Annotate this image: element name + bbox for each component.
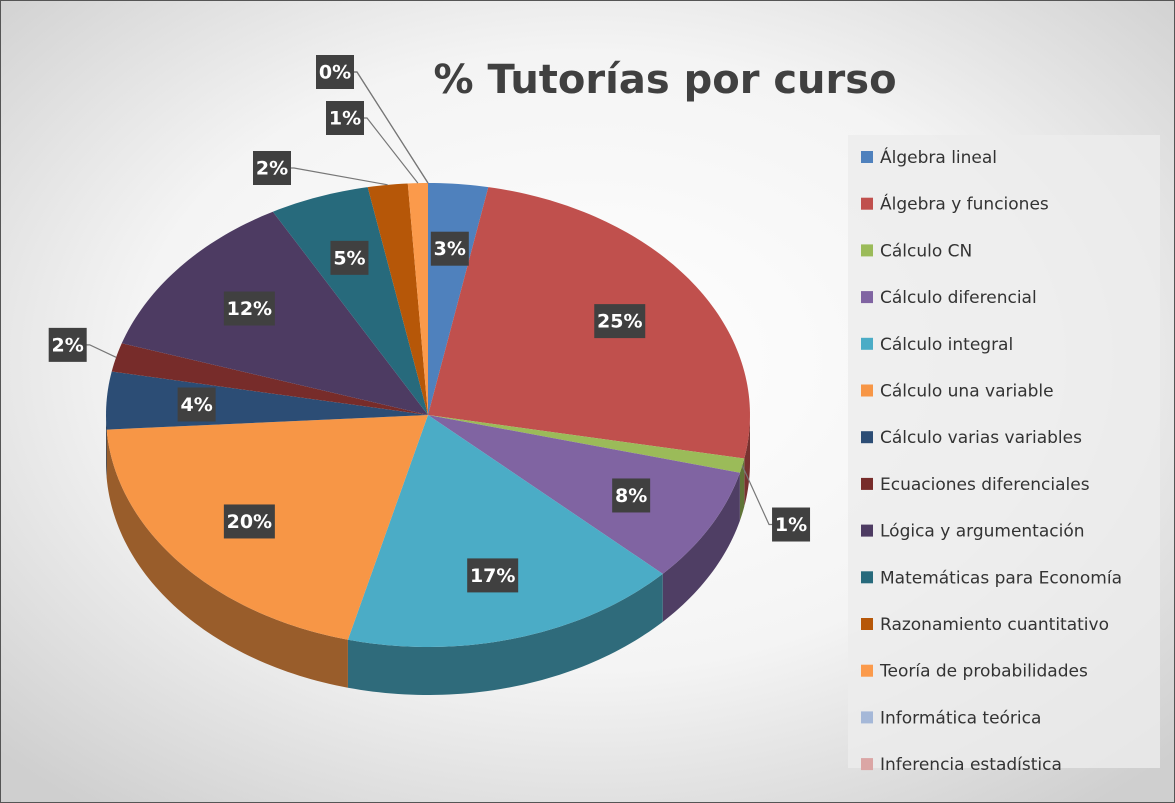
chart-title: % Tutorías por curso [433, 57, 896, 103]
slice-top [272, 187, 428, 415]
data-label: 17% [470, 565, 515, 587]
legend-label: Lógica y argumentación [880, 522, 1085, 542]
slice-top [347, 415, 663, 647]
slice-top [407, 183, 428, 415]
slice-side [744, 415, 750, 507]
data-label-box [253, 151, 291, 185]
legend-label: Informática teórica [880, 708, 1041, 728]
legend-label: Teoría de probabilidades [879, 662, 1088, 682]
slice-top [428, 415, 740, 574]
slice-top [367, 183, 428, 415]
legend-swatch [861, 524, 873, 537]
slice-side [106, 429, 348, 688]
legend-label: Cálculo una variable [880, 382, 1054, 402]
slice-top [428, 415, 745, 473]
data-label: 2% [256, 158, 288, 180]
legend-swatch [861, 664, 873, 677]
legend-swatch [861, 244, 873, 257]
legend-swatch [861, 571, 873, 584]
data-label-box [612, 478, 651, 513]
data-label: 8% [615, 485, 647, 507]
slice [428, 187, 750, 507]
slice [272, 187, 428, 415]
data-label-box [430, 231, 469, 266]
legend-swatch [861, 291, 873, 304]
legend-swatch [861, 431, 873, 444]
data-label: 1% [775, 514, 807, 536]
legend-label: Cálculo integral [880, 335, 1013, 355]
data-label-box [326, 101, 364, 135]
data-label: 4% [180, 394, 212, 416]
slice-top [428, 187, 750, 459]
slice [407, 183, 428, 415]
data-label-box [223, 291, 275, 326]
legend-label: Razonamiento cuantitativo [880, 615, 1109, 635]
data-label-box [594, 304, 646, 339]
slice-top [121, 211, 429, 415]
legend-swatch [861, 151, 873, 163]
legend-swatch [861, 477, 873, 490]
data-label: 2% [52, 334, 84, 356]
slice-side [347, 573, 663, 695]
data-label-box [177, 387, 216, 422]
data-label-box [316, 55, 354, 89]
legend-swatch [861, 758, 873, 771]
data-label-box [223, 504, 275, 539]
legend-label: Álgebra lineal [880, 146, 997, 168]
legend-swatch [861, 711, 873, 724]
slice [347, 415, 663, 695]
legend-label: Cálculo varias variables [880, 428, 1082, 448]
slice-side [739, 458, 745, 521]
data-label: 0% [319, 62, 351, 84]
legend-label: Ecuaciones diferenciales [880, 475, 1090, 495]
legend-label: Álgebra y funciones [880, 193, 1049, 215]
legend-swatch [861, 197, 873, 210]
data-label-box [772, 507, 811, 542]
data-label: 1% [329, 108, 361, 130]
slice [367, 183, 428, 415]
data-label: 20% [227, 511, 272, 533]
legend-swatch [861, 337, 873, 350]
slice-side [662, 472, 740, 622]
data-label: 5% [333, 247, 365, 269]
slice [428, 415, 745, 521]
data-label: 3% [434, 238, 466, 260]
slice [111, 343, 429, 415]
slice [121, 211, 429, 415]
legend-label: Cálculo diferencial [880, 288, 1037, 308]
slice-side [106, 415, 107, 478]
legend-label: Matemáticas para Economía [880, 568, 1122, 588]
legend-label: Inferencia estadística [880, 755, 1062, 775]
legend-box [848, 135, 1160, 768]
data-label-box [330, 240, 369, 275]
data-label: 12% [227, 298, 272, 320]
slice-top [111, 343, 429, 415]
slice [428, 415, 740, 622]
data-label-box [467, 558, 519, 593]
legend-swatch [861, 618, 873, 630]
data-label-box [48, 327, 87, 362]
data-label: 25% [597, 311, 642, 333]
legend-label: Cálculo CN [880, 241, 972, 261]
legend-swatch [861, 384, 873, 397]
